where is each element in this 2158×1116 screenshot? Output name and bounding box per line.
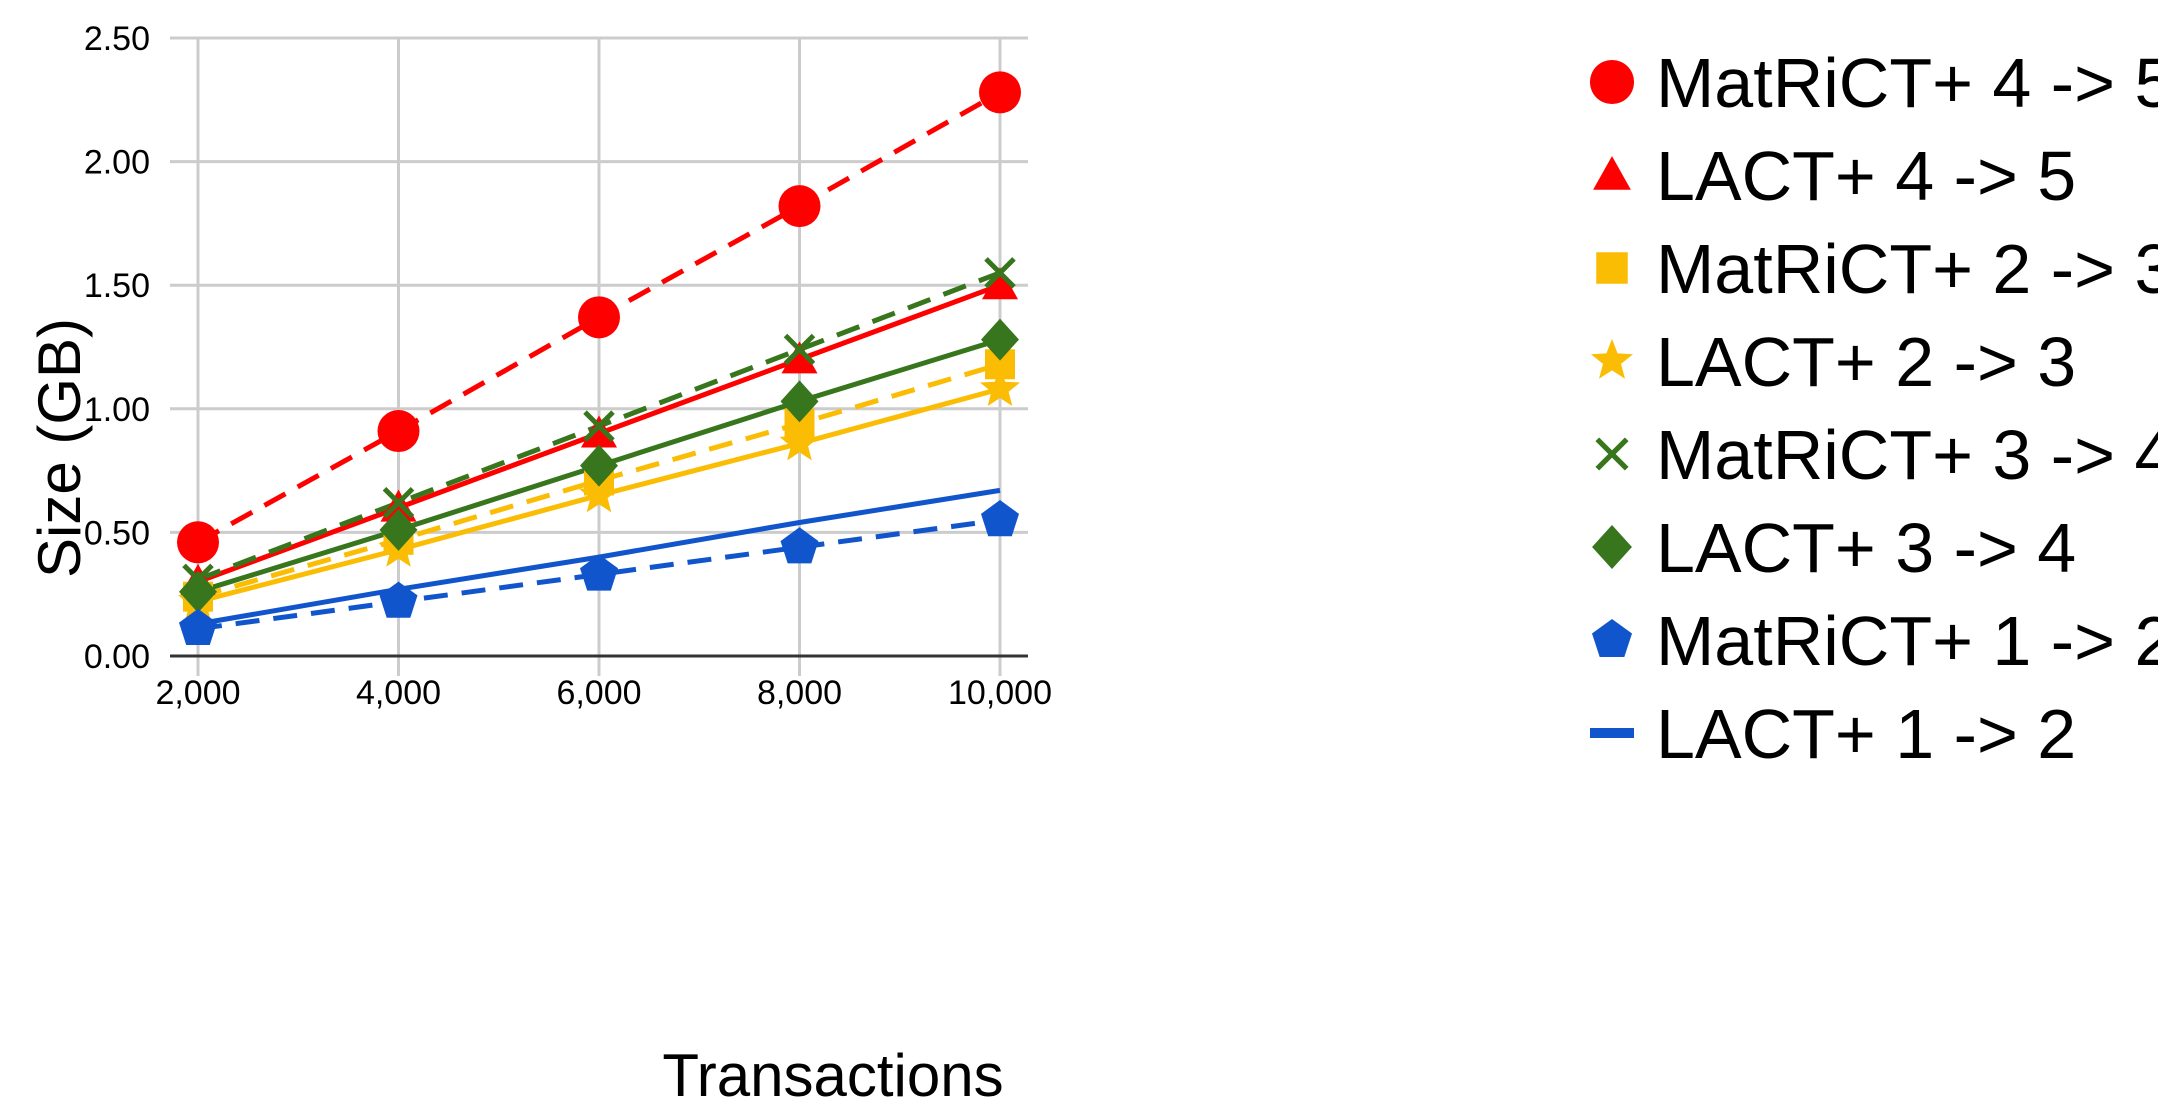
y-tick-label: 0.00: [84, 638, 150, 676]
data-point-2: [781, 341, 818, 374]
data-point-5-stroke: [583, 410, 615, 442]
data-point-6: [981, 318, 1019, 361]
data-point-6: [780, 380, 819, 423]
data-point-7: [179, 608, 217, 645]
legend-label: LACT+ 4 -> 5: [1656, 137, 2076, 215]
y-tick-label: 0.50: [84, 514, 150, 552]
legend-swatch: [1589, 59, 1635, 105]
legend-swatch: [1590, 728, 1634, 738]
legend-label: LACT+ 2 -> 3: [1656, 323, 2076, 401]
data-point-6: [179, 570, 217, 613]
x-axis-title: Transactions: [662, 1042, 1003, 1109]
data-point-5-stroke: [382, 486, 415, 519]
legend-swatch: [1592, 619, 1632, 657]
legend-swatch: [1592, 524, 1632, 570]
x-tick-label: 8,000: [757, 674, 842, 712]
x-axis-ticks: 2,000 4,000 6,000 8,000 10,000: [155, 674, 1052, 712]
legend-swatch: [1593, 156, 1631, 190]
data-point-7: [379, 581, 418, 618]
legend: MatRiCT+ 4 -> 5 LACT+ 4 -> 5 MatRiCT+ 2 ->…: [1589, 44, 2158, 773]
data-point-4: [779, 422, 820, 461]
x-tick-label: 4,000: [356, 674, 441, 712]
data-point-1: [377, 410, 420, 453]
legend-swatch: [1591, 338, 1633, 379]
x-tick-label: 6,000: [556, 674, 641, 712]
series-markers: [177, 71, 1021, 645]
data-point-7: [580, 554, 618, 591]
legend-swatch-stroke: [1595, 437, 1629, 471]
y-axis-title: Size (GB): [26, 318, 93, 578]
data-point-1: [177, 521, 219, 564]
x-tick-label: 10,000: [948, 674, 1052, 712]
legend-label: MatRiCT+ 4 -> 5: [1656, 44, 2158, 122]
y-tick-label: 1.50: [84, 267, 150, 305]
data-point-5-stroke: [783, 333, 816, 366]
data-point-6: [580, 444, 618, 487]
y-tick-label: 2.00: [84, 144, 150, 182]
legend-label: LACT+ 1 -> 2: [1656, 695, 2076, 773]
data-point-7: [981, 500, 1019, 537]
series-line-7: [197, 517, 1001, 632]
data-point-1: [979, 71, 1021, 114]
data-point-7: [780, 527, 819, 564]
data-point-2: [581, 415, 617, 448]
data-point-5: [783, 333, 816, 366]
data-point-6: [379, 508, 418, 551]
legend-swatch: [1596, 252, 1628, 284]
legend-swatch: [1595, 437, 1629, 471]
data-point-5: [984, 257, 1016, 289]
y-axis-ticks: 0.00 0.50 1.00 1.50 2.00 2.50: [84, 20, 150, 676]
data-point-5: [382, 486, 415, 519]
data-point-2: [982, 267, 1018, 300]
x-tick-label: 2,000: [155, 674, 240, 712]
y-tick-label: 1.00: [84, 391, 150, 429]
data-point-1: [778, 185, 821, 228]
data-point-1: [578, 296, 620, 339]
legend-label: MatRiCT+ 1 -> 2: [1656, 602, 2158, 680]
data-point-4: [579, 474, 619, 513]
data-point-5-stroke: [984, 257, 1016, 289]
series-line-3: [197, 361, 1001, 600]
data-point-5: [583, 410, 615, 442]
data-point-4: [980, 368, 1020, 406]
y-tick-label: 2.50: [84, 20, 150, 58]
legend-label: MatRiCT+ 3 -> 4: [1656, 416, 2158, 494]
legend-label: MatRiCT+ 2 -> 3: [1656, 230, 2158, 308]
legend-label: LACT+ 3 -> 4: [1656, 509, 2076, 587]
grid-lines: [170, 36, 1028, 676]
